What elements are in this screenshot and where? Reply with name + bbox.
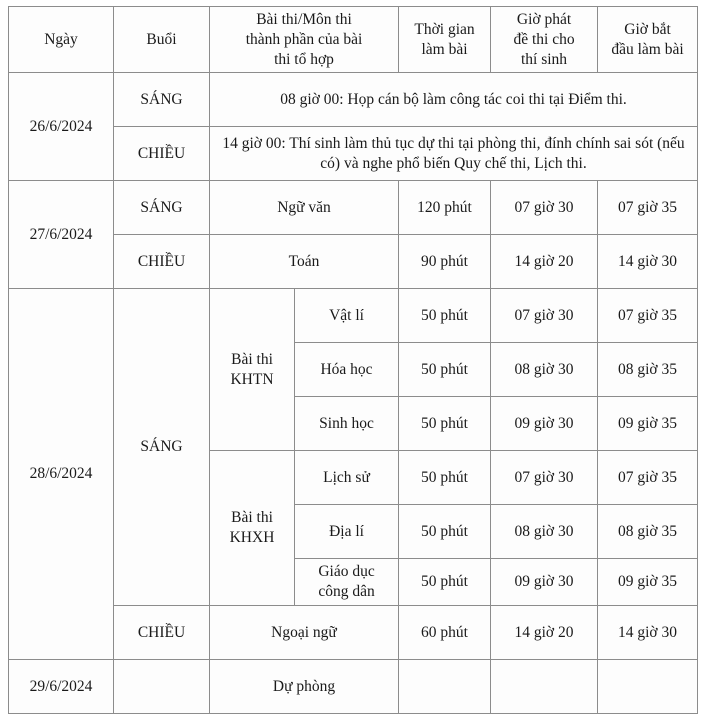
column-header-start-line1: Giờ bắt — [624, 20, 671, 38]
cell-start-lichsu: 07 giờ 35 — [597, 450, 699, 506]
cell-group-khtn-line2: KHTN — [230, 370, 274, 388]
column-header-duration-line2: làm bài — [421, 40, 468, 58]
cell-note-26-afternoon: 14 giờ 00: Thí sinh làm thủ tục dự thi t… — [208, 126, 699, 182]
cell-handout-hoahoc: 08 giờ 30 — [490, 342, 599, 398]
cell-duration-ngoaingu: 60 phút — [398, 605, 492, 661]
cell-handout-nguvan: 07 giờ 30 — [490, 180, 599, 236]
cell-start-toan: 14 giờ 30 — [597, 234, 699, 290]
cell-duration-sinhhoc: 50 phút — [398, 396, 492, 452]
cell-handout-ngoaingu: 14 giờ 20 — [490, 605, 599, 661]
cell-subject-gdcd-line1: Giáo dục — [318, 563, 375, 581]
cell-session-27-afternoon: CHIỀU — [113, 234, 210, 290]
cell-group-khxh: Bài thi KHXH — [209, 450, 295, 607]
cell-session-28-morning: SÁNG — [113, 288, 210, 607]
cell-date-27: 27/6/2024 — [8, 180, 114, 290]
cell-session-26-afternoon: CHIỀU — [113, 126, 210, 182]
table-row: CHIỀU 14 giờ 00: Thí sinh làm thủ tục dự… — [9, 126, 699, 182]
cell-duration-hoahoc: 50 phút — [398, 342, 492, 398]
column-header-handout-time: Giờ phát đề thi cho thí sinh — [490, 5, 599, 74]
cell-subject-duphong: Dự phòng — [208, 659, 400, 714]
cell-handout-diali: 08 giờ 30 — [490, 504, 599, 560]
cell-duration-diali: 50 phút — [398, 504, 492, 560]
cell-handout-gdcd: 09 giờ 30 — [490, 558, 599, 607]
cell-group-khxh-line1: Bài thi — [231, 509, 273, 527]
column-header-subject: Bài thi/Môn thi thành phần của bài thi t… — [208, 5, 400, 74]
cell-subject-gdcd: Giáo dục công dân — [293, 558, 400, 607]
cell-note-26-morning: 08 giờ 00: Họp cán bộ làm công tác coi t… — [208, 72, 699, 128]
column-header-handout-line1: Giờ phát — [516, 11, 572, 28]
cell-start-gdcd: 09 giờ 35 — [597, 558, 699, 607]
cell-subject-lichsu: Lịch sử — [293, 450, 400, 506]
cell-start-ngoaingu: 14 giờ 30 — [597, 605, 699, 661]
cell-group-khtn-line1: Bài thi — [231, 351, 273, 369]
column-header-date: Ngày — [8, 5, 114, 74]
cell-start-29 — [597, 659, 699, 714]
cell-subject-vatli: Vật lí — [293, 288, 400, 344]
cell-duration-toan: 90 phút — [398, 234, 492, 290]
cell-handout-toan: 14 giờ 20 — [490, 234, 599, 290]
table-row: CHIỀU Toán 90 phút 14 giờ 20 14 giờ 30 — [9, 234, 699, 290]
cell-handout-lichsu: 07 giờ 30 — [490, 450, 599, 506]
cell-date-28: 28/6/2024 — [8, 288, 114, 661]
cell-session-28-afternoon: CHIỀU — [113, 605, 210, 661]
cell-start-vatli: 07 giờ 35 — [597, 288, 699, 344]
table-row: Địa lí 50 phút 08 giờ 30 08 giờ 35 — [9, 504, 699, 560]
cell-start-nguvan: 07 giờ 35 — [597, 180, 699, 236]
exam-schedule-container: Ngày Buổi Bài thi/Môn thi thành phần của… — [8, 5, 699, 714]
cell-subject-nguvan: Ngữ văn — [208, 180, 400, 236]
cell-date-26: 26/6/2024 — [8, 72, 114, 182]
cell-start-diali: 08 giờ 35 — [597, 504, 699, 560]
table-row: 28/6/2024 SÁNG Bài thi KHTN Vật lí 50 ph… — [8, 288, 699, 661]
cell-date-29: 29/6/2024 — [8, 659, 114, 714]
column-header-handout-line2: đề thi cho — [513, 30, 575, 48]
cell-session-29 — [113, 659, 210, 714]
cell-duration-lichsu: 50 phút — [398, 450, 492, 506]
column-header-subject-line3: thi tổ hợp — [274, 50, 334, 68]
cell-handout-29 — [490, 659, 599, 714]
cell-duration-gdcd: 50 phút — [398, 558, 492, 607]
cell-subject-diali: Địa lí — [293, 504, 400, 560]
column-header-subject-line2: thành phần của bài — [245, 30, 363, 48]
table-row: 29/6/2024 Dự phòng — [8, 659, 699, 714]
cell-group-khtn: Bài thi KHTN — [209, 288, 295, 452]
table-header-row: Ngày Buổi Bài thi/Môn thi thành phần của… — [8, 5, 699, 74]
column-header-start-line2: đầu làm bài — [611, 40, 684, 58]
cell-duration-29 — [398, 659, 492, 714]
cell-subject-toan: Toán — [208, 234, 400, 290]
cell-subject-hoahoc: Hóa học — [293, 342, 400, 398]
cell-session-26-morning: SÁNG — [113, 72, 210, 128]
cell-duration-nguvan: 120 phút — [398, 180, 492, 236]
cell-session-27-morning: SÁNG — [113, 180, 210, 236]
cell-start-sinhhoc: 09 giờ 35 — [597, 396, 699, 452]
cell-group-khxh-line2: KHXH — [229, 529, 275, 547]
cell-start-hoahoc: 08 giờ 35 — [597, 342, 699, 398]
column-header-start-time: Giờ bắt đầu làm bài — [597, 5, 699, 74]
cell-handout-vatli: 07 giờ 30 — [490, 288, 599, 344]
cell-subject-sinhhoc: Sinh học — [293, 396, 400, 452]
table-row: Hóa học 50 phút 08 giờ 30 08 giờ 35 — [9, 342, 699, 398]
column-header-duration-line1: Thời gian — [414, 20, 475, 38]
column-header-subject-line1: Bài thi/Môn thi — [256, 11, 352, 28]
table-row: 26/6/2024 SÁNG 08 giờ 00: Họp cán bộ làm… — [8, 72, 699, 182]
cell-subject-gdcd-line2: công dân — [318, 583, 375, 601]
table-row: Sinh học 50 phút 09 giờ 30 09 giờ 35 — [9, 396, 699, 452]
cell-handout-sinhhoc: 09 giờ 30 — [490, 396, 599, 452]
cell-duration-vatli: 50 phút — [398, 288, 492, 344]
column-header-session: Buổi — [113, 5, 210, 74]
column-header-duration: Thời gian làm bài — [398, 5, 492, 74]
exam-schedule-table: Ngày Buổi Bài thi/Môn thi thành phần của… — [8, 5, 699, 714]
column-header-handout-line3: thí sinh — [520, 50, 568, 68]
cell-subject-ngoaingu: Ngoại ngữ — [208, 605, 400, 661]
table-row: 27/6/2024 SÁNG Ngữ văn 120 phút 07 giờ 3… — [8, 180, 699, 290]
